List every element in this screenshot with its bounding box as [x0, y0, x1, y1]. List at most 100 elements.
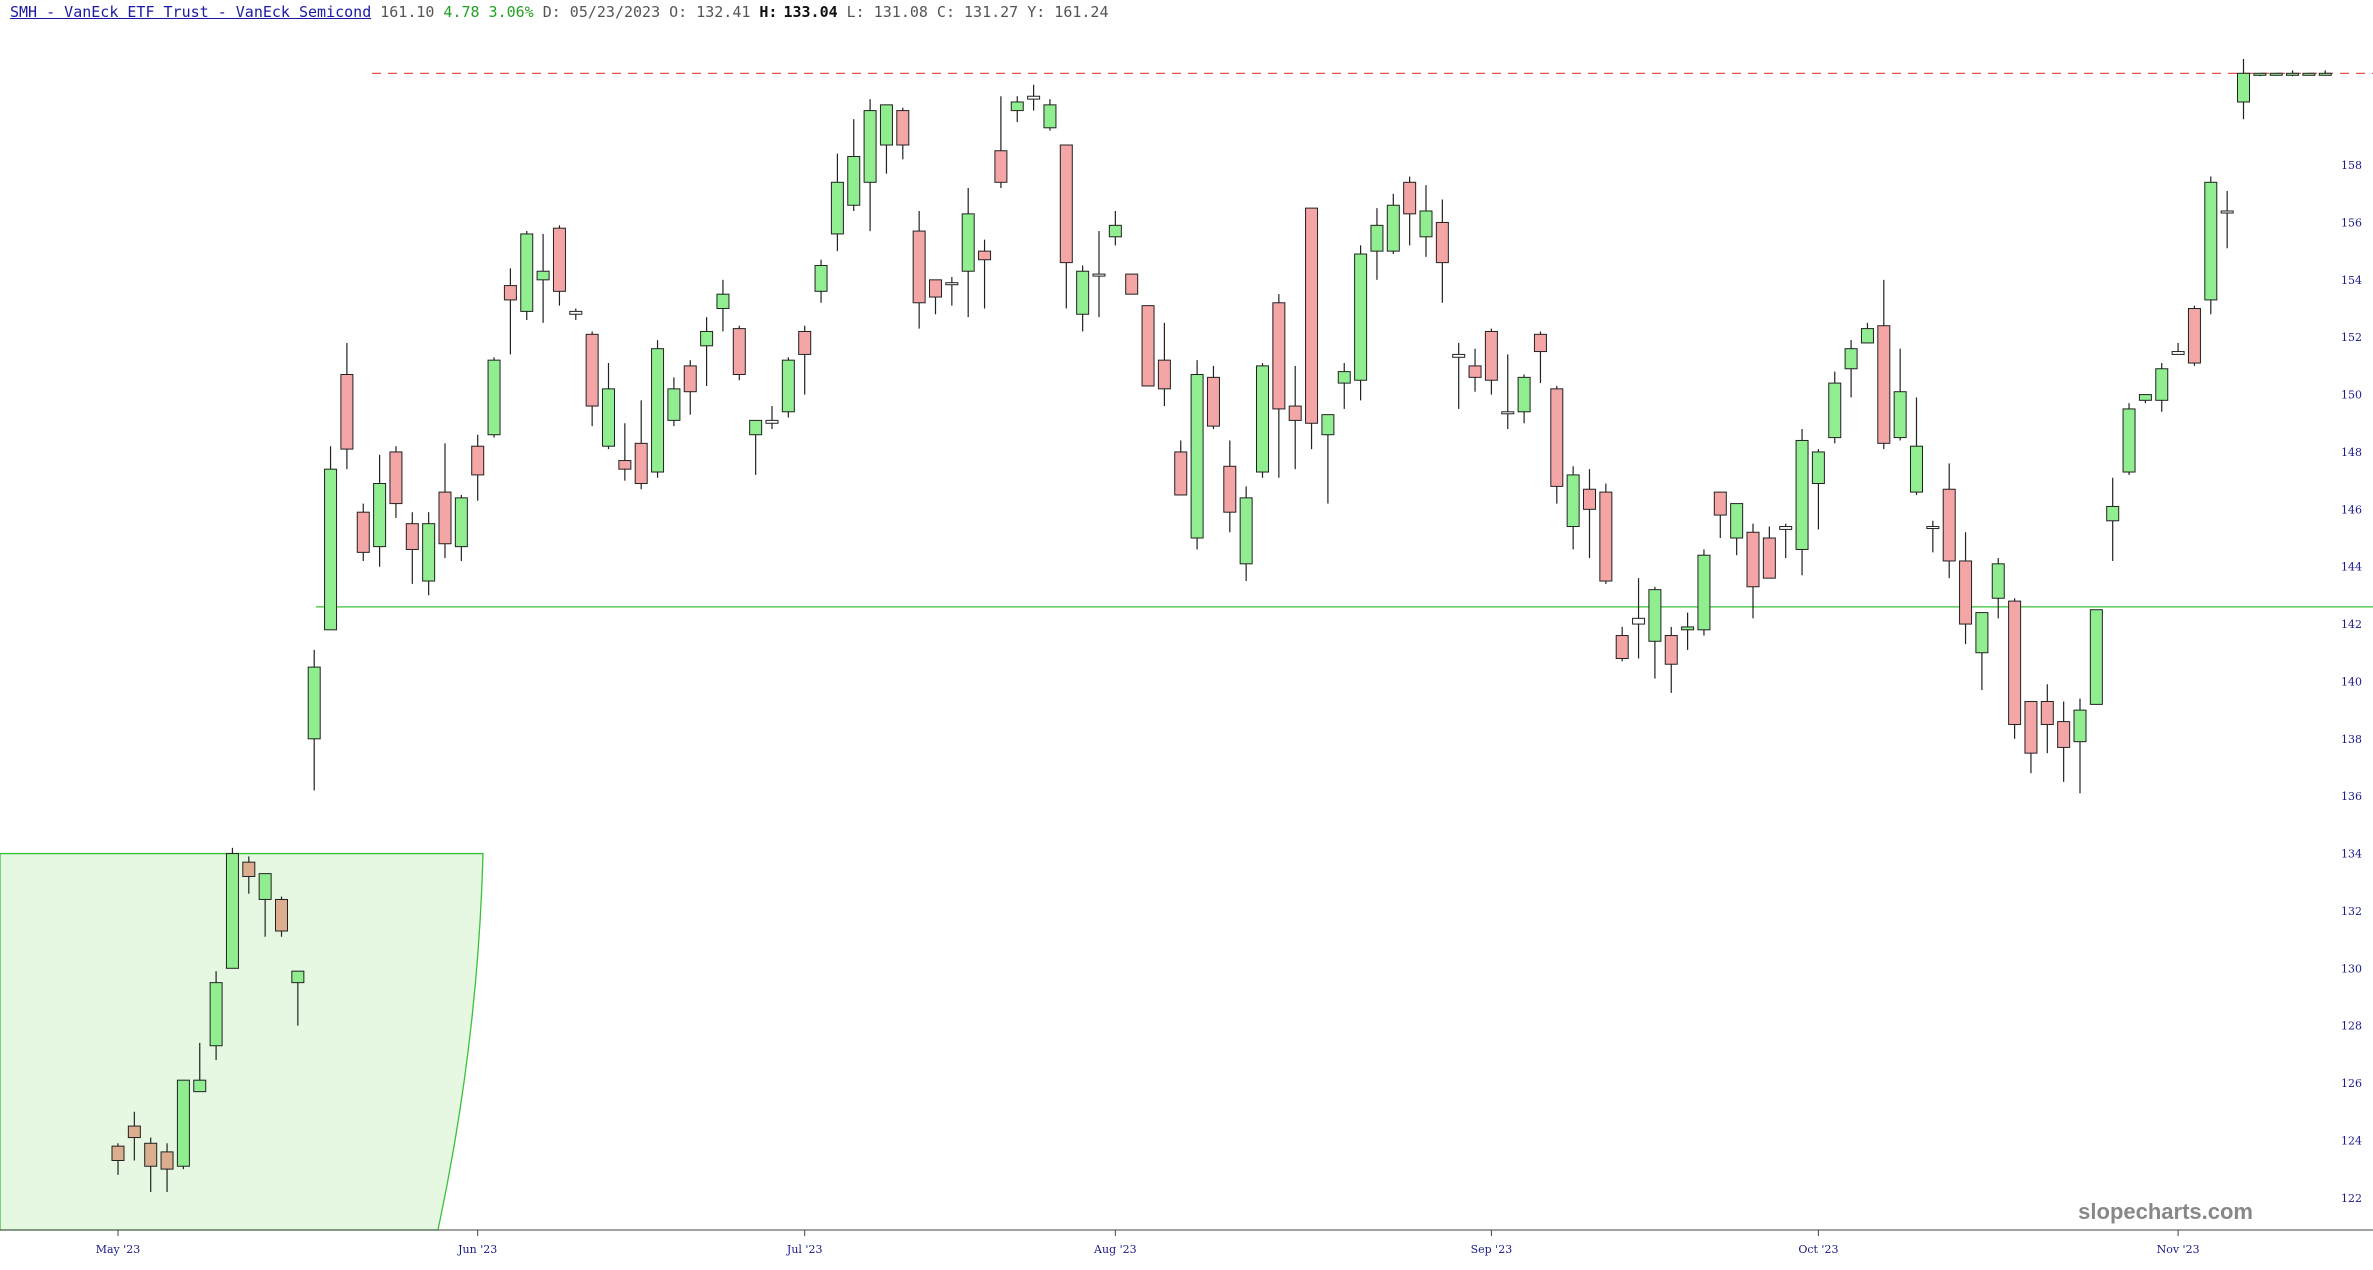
candle[interactable]: [1223, 440, 1237, 533]
candle[interactable]: [242, 856, 256, 894]
candle[interactable]: [929, 279, 942, 315]
symbol-link[interactable]: SMH - VanEck ETF Trust - VanEck Semicond: [10, 3, 372, 21]
candle[interactable]: [912, 210, 926, 329]
candle[interactable]: [1288, 365, 1302, 470]
candle[interactable]: [2138, 394, 2152, 404]
candle[interactable]: [1583, 469, 1596, 559]
candle[interactable]: [405, 512, 419, 584]
candle[interactable]: [471, 434, 485, 501]
candle[interactable]: [111, 1143, 125, 1175]
candle[interactable]: [1795, 429, 1809, 576]
candle[interactable]: [1926, 520, 1940, 553]
candle[interactable]: [1468, 348, 1482, 392]
candle[interactable]: [1959, 532, 1973, 645]
candle[interactable]: [1354, 245, 1368, 401]
candle[interactable]: [2171, 342, 2185, 355]
candle[interactable]: [307, 649, 321, 791]
candle[interactable]: [1256, 363, 1269, 478]
candle[interactable]: [1877, 279, 1891, 450]
candle[interactable]: [503, 268, 517, 355]
candle[interactable]: [1157, 322, 1171, 407]
candle[interactable]: [2024, 701, 2038, 774]
candle[interactable]: [1484, 328, 1498, 395]
candle[interactable]: [1942, 463, 1956, 579]
candle[interactable]: [1043, 99, 1057, 131]
candle[interactable]: [765, 406, 779, 429]
candle[interactable]: [225, 847, 239, 969]
candle[interactable]: [1174, 440, 1188, 496]
candle[interactable]: [1321, 414, 1335, 504]
candle[interactable]: [1762, 526, 1776, 579]
candle[interactable]: [291, 970, 305, 1026]
candle[interactable]: [2187, 305, 2201, 366]
candle[interactable]: [1566, 466, 1580, 550]
candle[interactable]: [667, 377, 681, 427]
candle[interactable]: [2302, 72, 2316, 76]
candle[interactable]: [1386, 193, 1400, 255]
candle[interactable]: [1533, 331, 1547, 384]
candle[interactable]: [536, 233, 550, 323]
candle[interactable]: [1027, 84, 1041, 111]
candle[interactable]: [651, 340, 665, 478]
candle[interactable]: [1975, 612, 1989, 691]
candle[interactable]: [1206, 365, 1220, 429]
candle[interactable]: [275, 896, 288, 937]
candle[interactable]: [389, 446, 403, 518]
candle[interactable]: [879, 104, 893, 174]
candle[interactable]: [144, 1137, 158, 1193]
candle[interactable]: [1746, 523, 1760, 619]
candle[interactable]: [2008, 598, 2022, 739]
candle[interactable]: [1860, 322, 1874, 344]
candle[interactable]: [2122, 403, 2136, 475]
candle[interactable]: [552, 225, 566, 306]
candle[interactable]: [2237, 58, 2250, 120]
candle[interactable]: [978, 239, 992, 309]
candle[interactable]: [1828, 371, 1842, 444]
candle[interactable]: [356, 503, 370, 561]
candle[interactable]: [1435, 199, 1449, 303]
candle[interactable]: [945, 276, 959, 306]
candle[interactable]: [438, 443, 452, 559]
candle[interactable]: [2220, 190, 2234, 249]
candle[interactable]: [634, 400, 648, 490]
candle[interactable]: [1648, 586, 1662, 679]
candle[interactable]: [258, 873, 272, 937]
candle[interactable]: [749, 419, 763, 475]
candle[interactable]: [1893, 348, 1907, 441]
candle[interactable]: [2253, 72, 2267, 77]
candle[interactable]: [2318, 70, 2332, 76]
candle[interactable]: [2286, 70, 2300, 77]
candle[interactable]: [1452, 342, 1466, 409]
candle[interactable]: [373, 454, 387, 567]
candle[interactable]: [520, 231, 534, 320]
candle[interactable]: [1501, 354, 1515, 429]
candle[interactable]: [1632, 578, 1646, 659]
candle[interactable]: [1697, 549, 1711, 636]
candle[interactable]: [1108, 210, 1122, 246]
candle[interactable]: [1681, 612, 1695, 650]
candle[interactable]: [814, 259, 828, 303]
candle[interactable]: [1910, 397, 1923, 495]
candle[interactable]: [1419, 185, 1433, 257]
candle[interactable]: [1059, 144, 1073, 309]
candle[interactable]: [487, 357, 501, 438]
candle[interactable]: [847, 119, 861, 211]
candle[interactable]: [1713, 491, 1727, 539]
candle[interactable]: [1370, 208, 1384, 280]
candle[interactable]: [830, 153, 844, 252]
candle[interactable]: [798, 325, 812, 395]
candle[interactable]: [1305, 207, 1319, 450]
candle[interactable]: [454, 494, 468, 561]
candle[interactable]: [176, 1079, 190, 1170]
candle[interactable]: [2106, 477, 2120, 561]
candle[interactable]: [716, 279, 730, 332]
candle[interactable]: [209, 971, 223, 1061]
candle[interactable]: [340, 342, 354, 470]
candle[interactable]: [1125, 273, 1139, 295]
candle[interactable]: [700, 317, 714, 386]
candle[interactable]: [1991, 558, 2005, 619]
candle[interactable]: [1403, 176, 1417, 246]
candle[interactable]: [1010, 96, 1024, 123]
candle[interactable]: [2040, 684, 2054, 754]
